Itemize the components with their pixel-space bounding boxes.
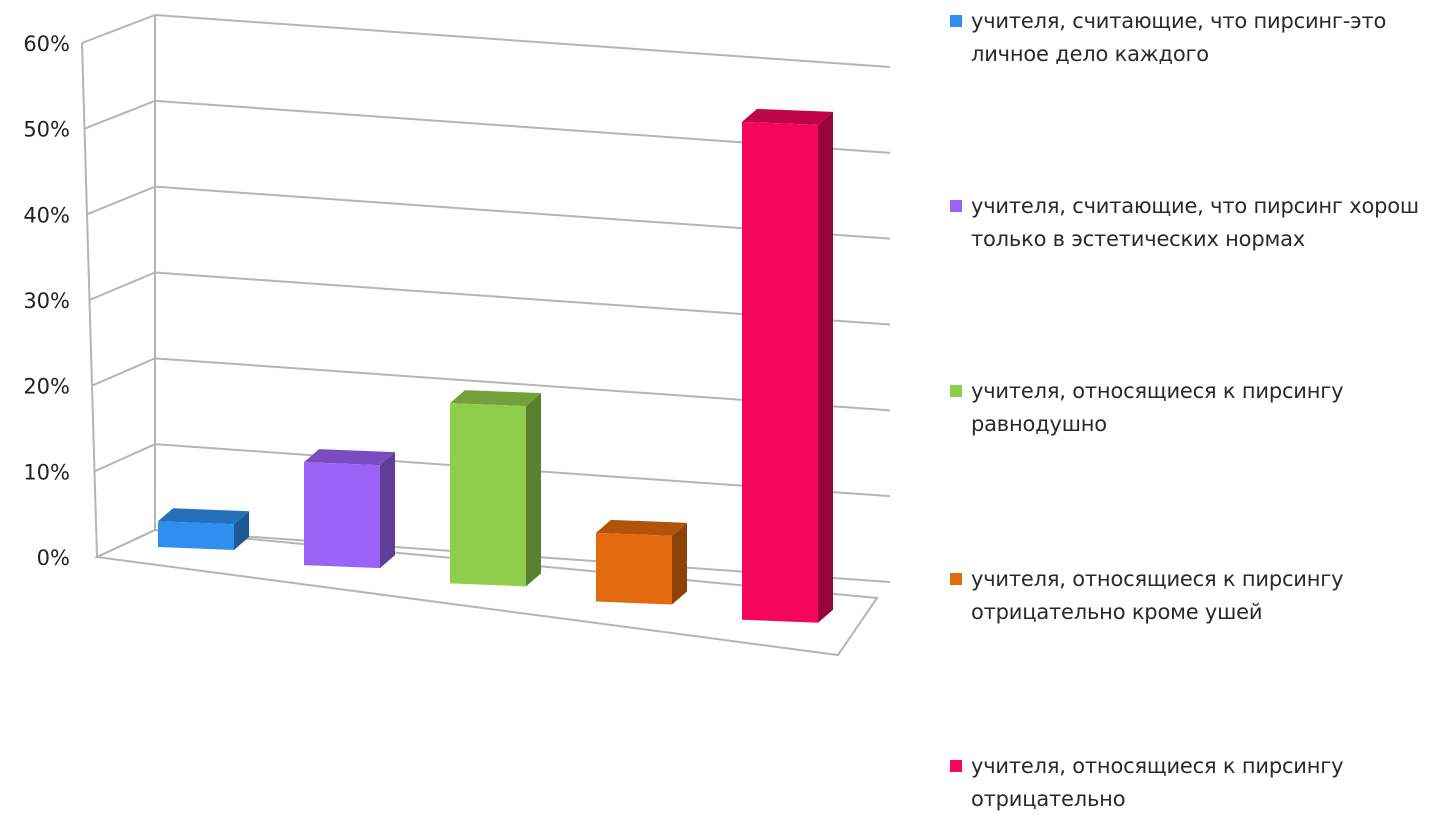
gridline [154,14,891,68]
bar [158,508,249,550]
y-tick-label: 40% [23,203,70,227]
bar-top [158,508,249,525]
legend-swatch [950,385,962,397]
legend-label: учителя, относящиеся к пирсингу равнодуш… [971,379,1344,436]
y-tick-label: 10% [23,460,70,484]
legend-label: учителя, считающие, что пирсинг хорош то… [971,194,1419,251]
legend-label: учителя, относящиеся к пирсингу отрицате… [971,754,1344,811]
chart-bars [158,108,833,623]
bar-top [596,519,687,536]
bar-side [672,522,687,605]
bar-side [526,393,541,587]
y-tick-label: 30% [23,289,70,313]
bar [742,108,833,623]
side-gridline [89,271,156,301]
legend-swatch [950,760,962,772]
bar [596,519,687,605]
legend-swatch [950,15,962,27]
bar-front [304,462,380,569]
bar-front [596,532,672,605]
y-tick-label: 50% [23,118,70,142]
bar-side [818,111,833,623]
y-tick-label: 0% [37,546,70,570]
legend-label: учителя, относящиеся к пирсингу отрицате… [971,567,1344,624]
legend-swatch [950,573,962,585]
chart-floor [93,528,879,657]
bar-side [380,452,395,569]
y-axis-ticks: 0% 10% 20% 30% 40% 50% 60% [23,32,70,570]
bar-top [450,390,541,407]
bar-top [304,449,395,466]
bar [304,449,395,569]
side-gridline [81,14,156,44]
side-gridline [84,99,156,130]
legend-swatch [950,200,962,212]
side-gridline [86,185,156,216]
bar-front [742,121,818,623]
bar-top [742,108,833,125]
bar-front [158,521,234,550]
bar [450,390,541,587]
y-tick-label: 20% [23,375,70,399]
bar-front [450,403,526,587]
side-gridline [94,443,156,473]
legend-label: учителя, считающие, что пирсинг-это личн… [971,9,1387,66]
y-tick-label: 60% [23,32,70,56]
side-gridline [91,357,156,387]
bar-side [234,511,249,550]
